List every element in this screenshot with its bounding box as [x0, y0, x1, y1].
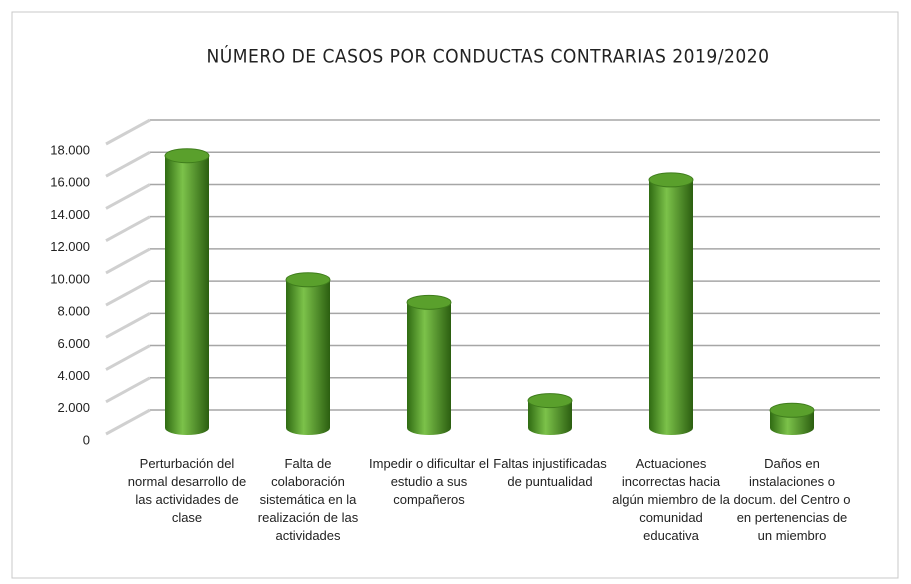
y-tick-label: 16.000 [50, 175, 90, 190]
grid-line-side [105, 376, 151, 404]
grid-line-side [105, 215, 151, 242]
y-tick-label: 6.000 [57, 336, 90, 351]
x-tick-label: Impedir o dificultar el estudio a sus co… [369, 456, 489, 507]
bar-part [286, 279, 330, 435]
y-tick-label: 2.000 [57, 400, 90, 415]
bar-part [164, 148, 210, 164]
grid-line-side [105, 183, 151, 210]
y-tick-label: 18.000 [50, 142, 90, 157]
grid-line-side [105, 312, 151, 339]
y-tick-label: 12.000 [50, 239, 90, 254]
grid-line-side [105, 150, 151, 178]
chart-title: NÚMERO DE CASOS POR CONDUCTAS CONTRARIAS… [206, 44, 769, 68]
y-tick-label: 4.000 [57, 368, 90, 383]
grid-line-side [105, 118, 151, 146]
x-tick-label: Actuaciones incorrectas hacia algún miem… [612, 456, 730, 543]
grid-line-side [105, 344, 151, 371]
bar [285, 272, 331, 435]
y-tick-label: 14.000 [50, 207, 90, 222]
bar-part [165, 155, 209, 435]
bar-part [528, 400, 572, 435]
bar-part [527, 393, 573, 409]
frame [11, 11, 899, 579]
y-tick-label: 10.000 [50, 271, 90, 286]
x-tick-label: Falta de colaboración sistemática en la … [257, 456, 359, 543]
bar [164, 148, 210, 435]
bar [406, 294, 452, 435]
grid-line-side [105, 247, 151, 275]
bar-part [769, 402, 815, 418]
x-tick-label: Daños en instalaciones o docum. del Cent… [733, 456, 851, 543]
bar [648, 172, 694, 435]
grid-line-side [105, 279, 151, 307]
y-tick-label: 0 [83, 432, 90, 447]
x-tick-label: Perturbación del normal desarrollo de la… [127, 456, 247, 525]
bar-part [648, 172, 694, 188]
x-tick-label: Faltas injustificadas de puntualidad [493, 456, 607, 489]
bar [527, 393, 573, 435]
bar-part [285, 272, 331, 288]
bar-part [407, 302, 451, 435]
bar [769, 402, 815, 435]
bar-part [406, 294, 452, 310]
bar-part [649, 179, 693, 435]
y-tick-label: 8.000 [57, 304, 90, 319]
grid-line-side [105, 408, 151, 436]
